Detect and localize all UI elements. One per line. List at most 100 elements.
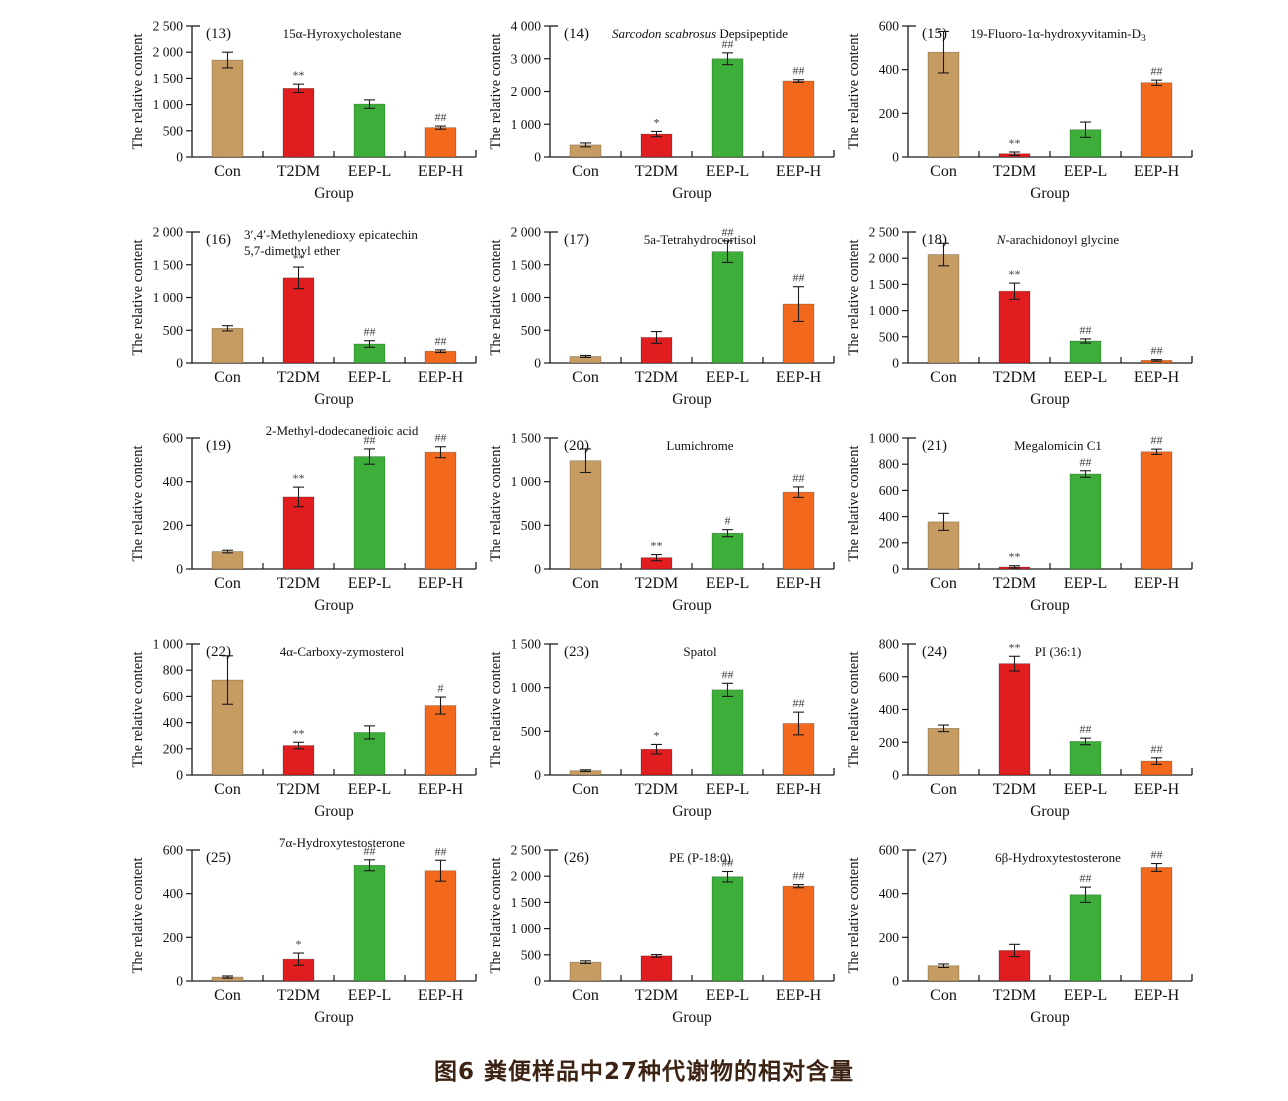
y-axis-label: The relative content xyxy=(488,446,504,562)
error-bar-EEP-L xyxy=(722,682,733,697)
bar-EEP-L xyxy=(711,689,744,776)
bar-chart: 0 500 1 000 1 500 The relative content Con ** T… xyxy=(488,431,835,614)
y-axis-label: The relative content xyxy=(488,34,504,150)
bar-chart: 0 500 1 000 1 500 2 000 2 500 The relative con… xyxy=(846,225,1193,408)
category-label-EEP-L: EEP-L xyxy=(706,575,750,592)
svg-text:1 000: 1 000 xyxy=(153,97,184,112)
svg-text:600: 600 xyxy=(879,483,900,498)
y-axis: 0 500 1 000 1 500 2 000 2 500 xyxy=(511,843,558,989)
error-bar-Con xyxy=(938,30,949,74)
significance-marker: ## xyxy=(1080,455,1092,469)
svg-text:600: 600 xyxy=(163,431,184,446)
error-bar-EEP-H xyxy=(435,349,446,354)
category-label-Con: Con xyxy=(930,781,957,798)
category-label-Con: Con xyxy=(930,575,957,592)
error-bar-Con xyxy=(580,354,591,358)
error-bar-EEP-L xyxy=(722,870,733,883)
chart-title: 15α-Hyroxycholestane xyxy=(283,26,402,41)
error-bar-EEP-H xyxy=(435,446,446,459)
category-label-T2DM: T2DM xyxy=(993,575,1037,592)
error-bar-Con xyxy=(222,549,233,554)
category-label-EEP-L: EEP-L xyxy=(1064,369,1108,386)
svg-text:200: 200 xyxy=(879,735,900,750)
y-axis: 0 200 400 600 800 xyxy=(879,637,916,783)
bars xyxy=(569,682,815,776)
significance-marker: ** xyxy=(1009,136,1021,150)
svg-text:600: 600 xyxy=(879,19,900,34)
category-label-EEP-L: EEP-L xyxy=(1064,575,1108,592)
svg-text:3 000: 3 000 xyxy=(511,51,542,66)
category-label-Con: Con xyxy=(214,987,241,1004)
category-label-T2DM: T2DM xyxy=(993,987,1037,1004)
category-label-EEP-H: EEP-H xyxy=(418,163,464,180)
chart-panel-18: 0 500 1 000 1 500 2 000 2 500 The relative con… xyxy=(844,218,1202,420)
chart-title: PI (36:1) xyxy=(1035,644,1082,659)
x-axis-label: Group xyxy=(1030,803,1070,820)
y-axis: 0 500 1 000 1 500 2 000 2 500 xyxy=(153,19,200,165)
x-axis-label: Group xyxy=(672,391,712,408)
bar-chart: 0 500 1 000 1 500 The relative content Con * T2… xyxy=(488,637,835,820)
bar-EEP-H xyxy=(1140,82,1173,158)
significance-marker: ## xyxy=(1151,848,1163,862)
bar-chart: 0 200 400 600 800 The relative content Con ** T2… xyxy=(846,637,1193,820)
error-bar-Con xyxy=(222,975,233,979)
error-bar-T2DM xyxy=(293,83,304,94)
category-label-EEP-L: EEP-L xyxy=(706,163,750,180)
significance-marker: ** xyxy=(293,471,305,485)
bar-T2DM xyxy=(998,290,1031,364)
error-bar-T2DM xyxy=(1009,943,1020,958)
category-label-EEP-L: EEP-L xyxy=(348,575,392,592)
bar-chart: 0 200 400 600 800 1 000 The relative content Co… xyxy=(130,637,477,820)
svg-text:600: 600 xyxy=(163,689,184,704)
error-bar-EEP-L xyxy=(364,859,375,872)
significance-marker: ## xyxy=(1080,323,1092,337)
error-bar-Con xyxy=(938,242,949,267)
figure-caption: 图6 粪便样品中27种代谢物的相对含量 xyxy=(433,1059,855,1085)
bar-Con xyxy=(569,460,602,570)
error-bar-T2DM xyxy=(651,554,662,562)
category-label-EEP-L: EEP-L xyxy=(706,369,750,386)
significance-marker: ## xyxy=(435,110,447,124)
bar-chart: 0 200 400 600 800 1 000 The relative content Co… xyxy=(846,431,1193,614)
svg-text:1 500: 1 500 xyxy=(869,277,900,292)
bar-chart: 0 200 400 600 The relative content Con * T2DM ##… xyxy=(130,835,477,1026)
significance-marker: ## xyxy=(1151,742,1163,756)
bars xyxy=(569,870,815,982)
category-label-EEP-L: EEP-L xyxy=(1064,987,1108,1004)
significance-marker: ## xyxy=(1151,433,1163,447)
error-bar-EEP-H xyxy=(1151,862,1162,872)
y-axis-label: The relative content xyxy=(488,652,504,768)
category-label-EEP-H: EEP-H xyxy=(1134,369,1180,386)
bar-EEP-H xyxy=(424,127,457,158)
x-axis-label: Group xyxy=(1030,597,1070,614)
error-bar-EEP-L xyxy=(364,448,375,465)
category-label-EEP-L: EEP-L xyxy=(706,987,750,1004)
bars xyxy=(927,242,1173,364)
category-label-T2DM: T2DM xyxy=(635,987,679,1004)
error-bar-EEP-L xyxy=(722,529,733,538)
x-axis-label: Group xyxy=(314,597,354,614)
category-label-T2DM: T2DM xyxy=(277,781,321,798)
error-bar-T2DM xyxy=(293,741,304,750)
svg-text:1 500: 1 500 xyxy=(511,895,542,910)
bar-T2DM xyxy=(998,663,1031,776)
bar-T2DM xyxy=(282,745,315,776)
category-label-Con: Con xyxy=(214,781,241,798)
svg-text:400: 400 xyxy=(163,886,184,901)
error-bar-T2DM xyxy=(651,331,662,344)
error-bar-Con xyxy=(580,448,591,474)
x-axis-label: Group xyxy=(314,391,354,408)
chart-title: Sarcodon scabrosus Depsipeptide xyxy=(612,26,788,41)
panel-number: (25) xyxy=(206,850,231,866)
chart-panel-24: 0 200 400 600 800 The relative content Con ** T2… xyxy=(844,630,1202,832)
chart-title: 2-Methyl-dodecanedioic acid xyxy=(266,424,419,438)
significance-marker: ** xyxy=(1009,267,1021,281)
svg-text:500: 500 xyxy=(879,329,900,344)
chart-title: 4α-Carboxy-zymosterol xyxy=(280,644,405,659)
error-bar-Con xyxy=(938,512,949,531)
category-label-EEP-H: EEP-H xyxy=(1134,163,1180,180)
bars xyxy=(211,859,457,982)
svg-text:2 000: 2 000 xyxy=(153,45,184,60)
category-label-Con: Con xyxy=(572,163,599,180)
significance-marker: ## xyxy=(722,225,734,239)
